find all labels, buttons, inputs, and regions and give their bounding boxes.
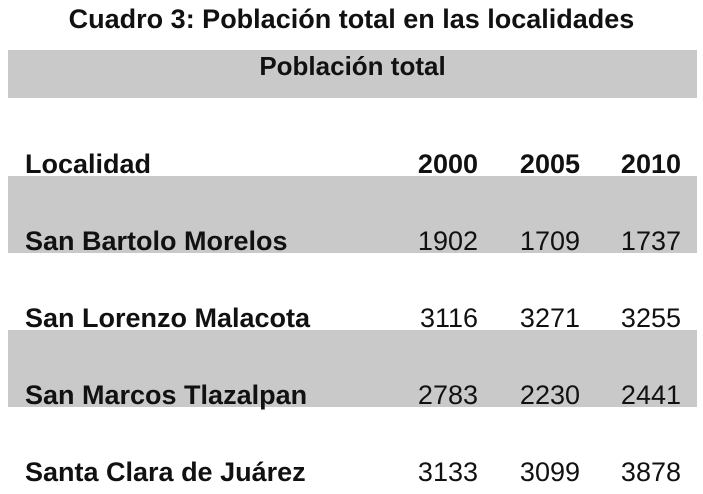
row-label: San Lorenzo Malacota — [25, 303, 311, 333]
column-header: 2010 — [620, 149, 681, 179]
row-band — [8, 176, 697, 253]
cell-value: 3271 — [519, 303, 580, 333]
cell-value: 1737 — [620, 226, 681, 256]
cell-value: 3878 — [620, 457, 681, 487]
row-label: San Bartolo Morelos — [25, 226, 288, 256]
cell-value: 3099 — [519, 457, 580, 487]
cell-value: 3116 — [419, 303, 478, 333]
column-header: Localidad — [25, 149, 152, 179]
row-band — [8, 330, 697, 407]
table-title: Cuadro 3: Población total en las localid… — [68, 4, 635, 34]
cell-value: 3255 — [620, 303, 681, 333]
group-header: Población total — [259, 51, 446, 81]
group-header-band — [8, 50, 697, 98]
cell-value: 2230 — [519, 380, 580, 410]
cell-value: 3133 — [417, 457, 478, 487]
cell-value: 2783 — [417, 380, 478, 410]
cell-value: 1709 — [519, 226, 580, 256]
row-label: San Marcos Tlazalpan — [25, 380, 308, 410]
column-header: 2000 — [417, 149, 478, 179]
cell-value: 2441 — [620, 380, 681, 410]
row-label: Santa Clara de Juárez — [25, 457, 306, 487]
cell-value: 1902 — [417, 226, 478, 256]
column-header: 2005 — [519, 149, 580, 179]
